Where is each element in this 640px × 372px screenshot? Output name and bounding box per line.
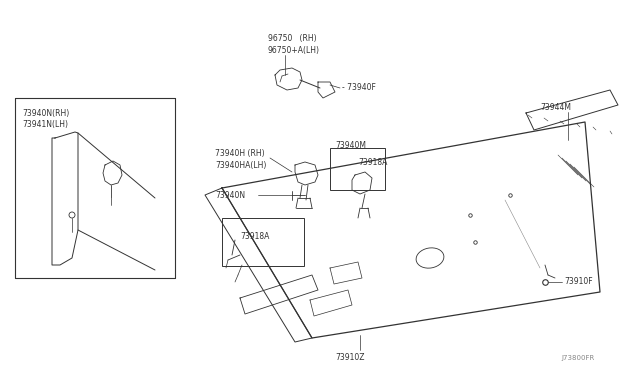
Text: 73940H (RH): 73940H (RH) <box>215 148 264 157</box>
Text: 73941N(LH): 73941N(LH) <box>22 119 68 128</box>
Text: 73918A: 73918A <box>358 157 387 167</box>
Text: 73940N(RH): 73940N(RH) <box>22 109 69 118</box>
Text: 73940HA(LH): 73940HA(LH) <box>215 160 266 170</box>
Text: 73910F: 73910F <box>564 278 593 286</box>
Text: 73944M: 73944M <box>540 103 571 112</box>
Text: 73940N: 73940N <box>215 190 245 199</box>
Text: J73800FR: J73800FR <box>562 355 595 361</box>
Bar <box>222 218 304 266</box>
Text: 73918A: 73918A <box>240 231 269 241</box>
Bar <box>330 148 385 190</box>
Text: 96750+A(LH): 96750+A(LH) <box>268 45 320 55</box>
Text: 96750   (RH): 96750 (RH) <box>268 33 317 42</box>
Text: 73910Z: 73910Z <box>335 353 365 362</box>
Text: 73940M: 73940M <box>335 141 366 150</box>
Ellipse shape <box>416 248 444 268</box>
Text: - 73940F: - 73940F <box>342 83 376 92</box>
Circle shape <box>69 212 75 218</box>
